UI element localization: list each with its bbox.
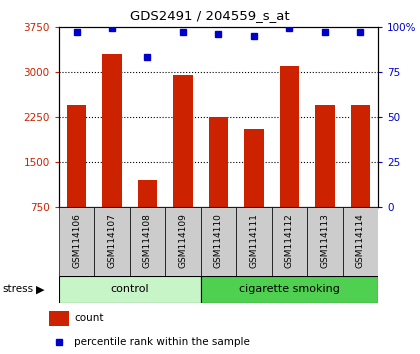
Bar: [351, 105, 370, 207]
Bar: [59, 207, 94, 276]
Bar: [236, 207, 272, 276]
Bar: [138, 180, 157, 207]
Text: GSM114110: GSM114110: [214, 213, 223, 268]
Text: control: control: [110, 284, 149, 295]
Text: GDS2491 / 204559_s_at: GDS2491 / 204559_s_at: [130, 9, 290, 22]
Bar: [67, 105, 86, 207]
Bar: [307, 207, 343, 276]
Text: ▶: ▶: [36, 284, 44, 294]
Bar: [315, 105, 335, 207]
Bar: [272, 207, 307, 276]
Text: cigarette smoking: cigarette smoking: [239, 284, 340, 295]
Bar: [209, 117, 228, 207]
Bar: [165, 207, 201, 276]
Bar: [49, 311, 69, 326]
Text: GSM114111: GSM114111: [249, 213, 258, 268]
Bar: [201, 207, 236, 276]
Text: stress: stress: [2, 284, 33, 294]
Text: GSM114107: GSM114107: [108, 213, 116, 268]
Bar: [94, 207, 130, 276]
Bar: [201, 276, 378, 303]
Text: percentile rank within the sample: percentile rank within the sample: [74, 337, 250, 347]
Text: GSM114113: GSM114113: [320, 213, 329, 268]
Bar: [244, 129, 264, 207]
Bar: [343, 207, 378, 276]
Text: GSM114109: GSM114109: [178, 213, 187, 268]
Text: GSM114108: GSM114108: [143, 213, 152, 268]
Text: count: count: [74, 313, 104, 323]
Text: GSM114112: GSM114112: [285, 213, 294, 268]
Text: GSM114114: GSM114114: [356, 213, 365, 268]
Bar: [130, 207, 165, 276]
Bar: [280, 66, 299, 207]
Bar: [59, 276, 201, 303]
Text: GSM114106: GSM114106: [72, 213, 81, 268]
Bar: [102, 53, 122, 207]
Bar: [173, 75, 193, 207]
